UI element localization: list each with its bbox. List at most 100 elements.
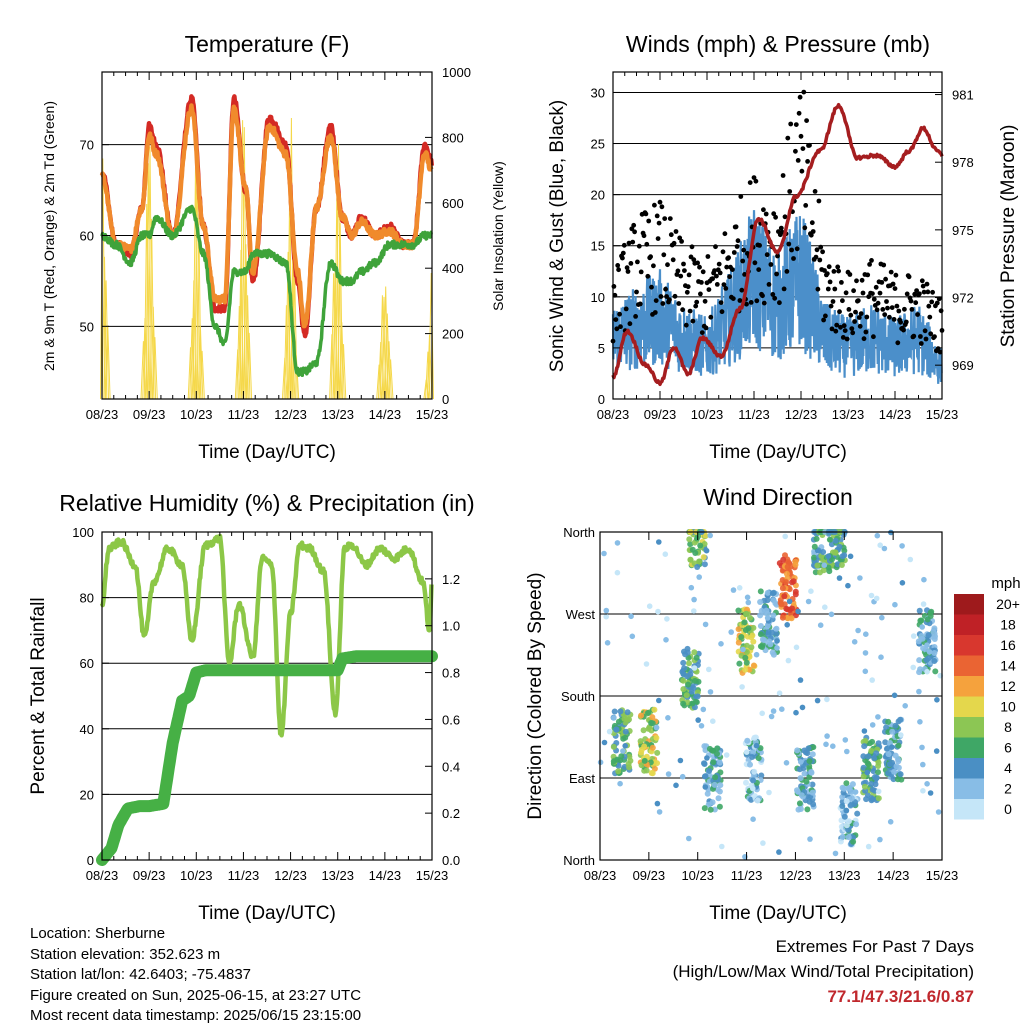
direction-point	[697, 542, 704, 549]
direction-point	[882, 739, 889, 746]
gust-point	[747, 180, 753, 186]
direction-point	[704, 755, 710, 761]
direction-point	[628, 613, 634, 620]
station-info: Location: Sherburne Station elevation: 3…	[30, 924, 361, 1027]
direction-point	[748, 796, 755, 803]
direction-point	[709, 747, 716, 754]
direction-point	[692, 550, 699, 556]
wind-ytick-label: 25	[591, 137, 605, 152]
gust-point	[703, 325, 709, 331]
direction-point	[862, 650, 869, 656]
direction-point	[748, 644, 755, 651]
insolation-spike	[293, 355, 300, 400]
gust-point	[761, 300, 767, 306]
direction-point	[927, 790, 934, 796]
rh-ytick-label: 80	[80, 591, 94, 606]
gust-point	[804, 118, 809, 123]
gust-point	[737, 298, 743, 303]
direction-point	[622, 743, 628, 749]
gust-point	[731, 250, 737, 255]
direction-point	[809, 781, 816, 788]
direction-point	[871, 755, 878, 762]
gust-point	[925, 289, 931, 295]
insolation-spike	[147, 146, 153, 400]
gust-point	[820, 249, 825, 255]
direction-point	[747, 614, 753, 621]
direction-point	[757, 631, 764, 638]
direction-point	[692, 677, 698, 684]
rh-title: Relative Humidity (%) & Precipitation (i…	[59, 490, 474, 516]
station-latlon: Station lat/lon: 42.6403; -75.4837	[30, 966, 252, 983]
direction-point	[693, 654, 700, 661]
direction-point	[917, 719, 923, 725]
gust-point	[784, 269, 790, 274]
direction-point	[782, 552, 788, 559]
gust-point	[882, 312, 888, 317]
direction-point	[648, 720, 655, 726]
insolation-spike	[103, 280, 109, 400]
direction-point	[892, 752, 899, 759]
direction-point	[845, 826, 852, 833]
gust-point	[678, 273, 684, 279]
direction-point	[759, 710, 765, 717]
direction-point	[868, 781, 875, 787]
gust-point	[824, 271, 830, 276]
gust-point	[718, 300, 724, 305]
direction-point	[793, 644, 800, 651]
temp-y2tick-label: 400	[442, 261, 464, 276]
temp-xtick-label: 10/23	[180, 407, 213, 422]
gust-point	[682, 268, 687, 273]
gust-point	[875, 300, 881, 306]
direction-point	[861, 783, 868, 790]
gust-point	[618, 324, 623, 330]
direction-point	[799, 704, 806, 711]
direction-point	[717, 782, 724, 789]
gust-point	[616, 267, 621, 273]
rh-xtick-label: 13/23	[321, 868, 354, 883]
gust-point	[625, 269, 631, 274]
direction-point	[847, 802, 854, 808]
direction-point	[806, 798, 813, 805]
direction-point	[850, 838, 857, 845]
gust-point	[689, 244, 695, 250]
gust-point	[634, 289, 639, 295]
gust-point	[774, 271, 779, 277]
direction-point	[638, 746, 645, 753]
direction-point	[763, 607, 770, 614]
temp-xtick-label: 15/23	[416, 407, 449, 422]
direction-point	[687, 556, 694, 563]
insolation-spike	[239, 120, 246, 400]
gust-point	[629, 226, 635, 232]
gust-point	[817, 257, 823, 263]
gust-point	[653, 298, 659, 303]
direction-point	[782, 533, 788, 540]
dir-ytick-label: East	[569, 771, 595, 786]
gust-point	[645, 273, 651, 279]
gust-point	[906, 274, 912, 280]
direction-point	[841, 547, 848, 554]
insolation-spike	[150, 306, 157, 400]
direction-point	[836, 575, 843, 581]
direction-point	[889, 759, 896, 766]
gust-point	[861, 336, 867, 342]
gust-point	[836, 268, 841, 274]
direction-point	[907, 556, 914, 563]
gust-point	[856, 315, 862, 320]
gust-point	[719, 309, 725, 315]
direction-point	[919, 624, 925, 630]
wind-y2tick-label: 978	[952, 155, 974, 170]
direction-point	[739, 684, 745, 690]
gust-point	[865, 272, 871, 278]
gust-point	[825, 286, 831, 292]
direction-point	[877, 836, 883, 843]
direction-point	[808, 769, 815, 776]
gust-point	[644, 241, 650, 247]
direction-point	[679, 773, 686, 780]
rh-y2tick-label: 0.0	[442, 853, 460, 868]
dir-ytick-label: West	[566, 607, 596, 622]
direction-point	[801, 770, 808, 777]
gust-point	[677, 235, 683, 241]
gust-point	[802, 225, 808, 231]
gust-point	[837, 309, 842, 315]
gust-point	[918, 341, 924, 346]
